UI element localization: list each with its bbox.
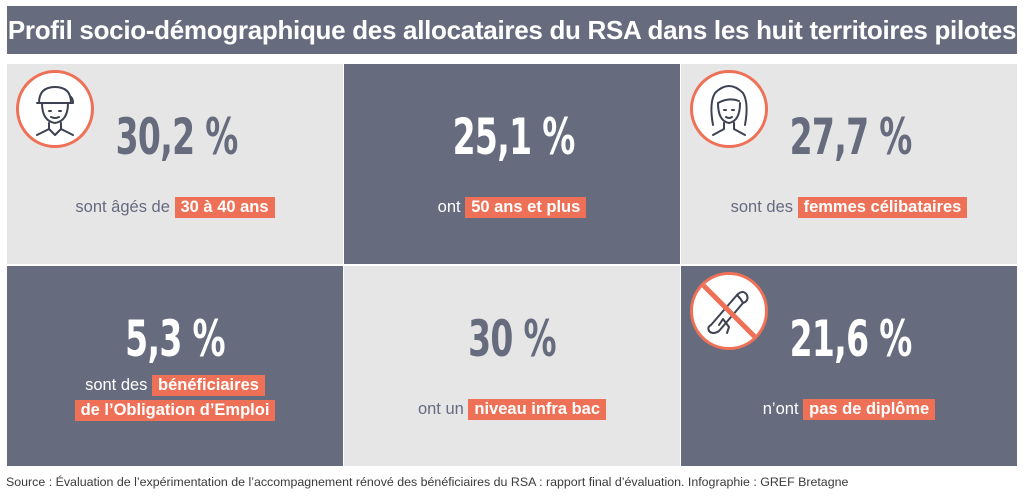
young-man-icon bbox=[16, 70, 94, 148]
woman-icon bbox=[690, 70, 768, 148]
tile-age-50-plus: 25,1 % ont 50 ans et plus bbox=[344, 64, 680, 264]
caption-text: sont des bbox=[730, 198, 793, 216]
tile-value: 5,3 % bbox=[125, 310, 225, 368]
tile-value: 30 % bbox=[468, 310, 557, 368]
tile-value: 27,7 % bbox=[789, 108, 913, 166]
tile-caption-line2: de l’Obligation d’Emploi bbox=[7, 400, 343, 421]
no-diploma-icon bbox=[690, 272, 768, 350]
caption-highlight: bénéficiaires bbox=[152, 375, 265, 396]
caption-text: sont âgés de bbox=[75, 198, 170, 216]
tile-caption: sont âgés de 30 à 40 ans bbox=[7, 197, 343, 218]
caption-highlight: pas de diplôme bbox=[803, 399, 936, 420]
tile-employment-obligation: 5,3 % sont des bénéficiaires de l’Obliga… bbox=[7, 266, 343, 466]
caption-text: n’ont bbox=[762, 400, 799, 418]
tile-caption: ont un niveau infra bac bbox=[344, 399, 680, 420]
tile-below-bac: 30 % ont un niveau infra bac bbox=[344, 266, 680, 466]
tile-single-women: 27,7 % sont des femmes célibataires bbox=[681, 64, 1017, 264]
tile-value: 25,1 % bbox=[452, 108, 576, 166]
tile-value: 30,2 % bbox=[115, 108, 239, 166]
tile-age-30-40: 30,2 % sont âgés de 30 à 40 ans bbox=[7, 64, 343, 264]
caption-text: ont un bbox=[417, 400, 464, 418]
caption-highlight: 30 à 40 ans bbox=[174, 197, 275, 218]
caption-highlight: 50 ans et plus bbox=[465, 197, 587, 218]
tile-caption: sont des femmes célibataires bbox=[681, 197, 1017, 218]
tile-value: 21,6 % bbox=[789, 310, 913, 368]
tile-no-diploma: 21,6 % n’ont pas de diplôme bbox=[681, 266, 1017, 466]
infographic-title: Profil socio-démographique des allocatai… bbox=[7, 6, 1017, 54]
tile-caption: ont 50 ans et plus bbox=[344, 197, 680, 218]
tile-caption-line1: sont des bénéficiaires bbox=[7, 375, 343, 396]
caption-highlight: niveau infra bac bbox=[468, 399, 607, 420]
caption-highlight: femmes célibataires bbox=[797, 197, 968, 218]
tile-caption: n’ont pas de diplôme bbox=[681, 399, 1017, 420]
source-note: Source : Évaluation de l’expérimentation… bbox=[6, 475, 849, 489]
caption-text: ont bbox=[437, 198, 461, 216]
caption-highlight: de l’Obligation d’Emploi bbox=[74, 400, 276, 421]
caption-text: sont des bbox=[85, 376, 148, 394]
